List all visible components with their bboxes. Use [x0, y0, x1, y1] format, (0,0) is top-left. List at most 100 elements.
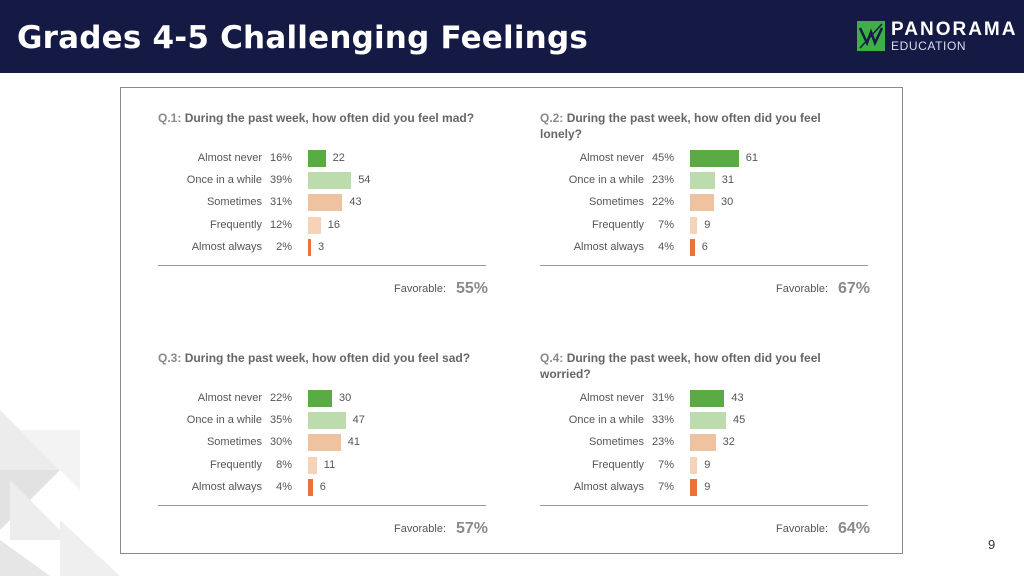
- count-label: 54: [358, 174, 371, 187]
- count-label: 6: [319, 480, 326, 493]
- bar: [690, 412, 726, 430]
- bar: [690, 434, 716, 452]
- category-label: Once in a while: [186, 414, 262, 427]
- bar-row: Almost never 16% 22: [158, 150, 488, 168]
- percent-label: 22%: [651, 196, 674, 209]
- bar-row: Frequently 12% 16: [158, 216, 488, 235]
- category-label: Almost always: [573, 240, 644, 253]
- bar: [308, 478, 313, 496]
- category-label: Almost always: [191, 240, 262, 253]
- favorable-label: Favorable:: [394, 283, 446, 295]
- bar-row: Almost always 7% 9: [540, 478, 870, 497]
- favorable-label: Favorable:: [776, 523, 828, 535]
- category-label: Almost never: [579, 392, 644, 404]
- count-label: 9: [704, 480, 711, 493]
- bar-row: Almost always 2% 3: [158, 238, 488, 257]
- percent-label: 7%: [658, 218, 674, 231]
- percent-label: 8%: [276, 458, 292, 471]
- question-title: Q.4: During the past week, how often did…: [540, 350, 860, 382]
- bar-row: Almost always 4% 6: [540, 238, 870, 257]
- count-label: 9: [704, 458, 711, 471]
- category-label: Almost never: [579, 152, 644, 164]
- bar: [308, 434, 341, 452]
- favorable-value: 67%: [837, 280, 870, 297]
- chart-q1: Q.1: During the past week, how often did…: [158, 110, 488, 310]
- category-label: Sometimes: [588, 436, 644, 449]
- favorable-value: 57%: [455, 520, 488, 537]
- question-number: Q.2:: [540, 111, 564, 125]
- bar-row: Almost always 4% 6: [158, 478, 488, 497]
- bar-row: Frequently 7% 9: [540, 456, 870, 475]
- bar: [690, 456, 698, 474]
- bar-row: Almost never 45% 61: [540, 150, 870, 168]
- percent-label: 7%: [658, 458, 674, 471]
- question-number: Q.4:: [540, 351, 564, 365]
- bar: [308, 172, 352, 190]
- bar: [308, 150, 326, 167]
- percent-label: 45%: [651, 152, 674, 164]
- question-title: Q.1: During the past week, how often did…: [158, 110, 478, 126]
- percent-label: 31%: [651, 392, 674, 404]
- category-label: Once in a while: [568, 174, 644, 187]
- bar-row: Frequently 7% 9: [540, 216, 870, 235]
- favorable-value: 55%: [455, 280, 488, 297]
- count-label: 30: [721, 196, 734, 209]
- question-title: Q.2: During the past week, how often did…: [540, 110, 860, 142]
- category-label: Once in a while: [568, 414, 644, 427]
- bar-row: Once in a while 35% 47: [158, 412, 488, 430]
- question-number: Q.1:: [158, 111, 182, 125]
- percent-label: 39%: [269, 174, 292, 187]
- divider: [158, 505, 486, 506]
- bar-row: Sometimes 22% 30: [540, 194, 870, 212]
- percent-label: 4%: [658, 240, 674, 253]
- charts-panel: Q.1: During the past week, how often did…: [120, 87, 903, 554]
- count-label: 3: [318, 240, 325, 253]
- percent-label: 23%: [651, 436, 674, 449]
- bar-row: Almost never 31% 43: [540, 390, 870, 408]
- count-label: 22: [332, 152, 345, 164]
- category-label: Once in a while: [186, 174, 262, 187]
- percent-label: 7%: [658, 480, 674, 493]
- bar-row: Sometimes 31% 43: [158, 194, 488, 212]
- percent-label: 33%: [651, 414, 674, 427]
- category-label: Almost always: [573, 480, 644, 493]
- category-label: Sometimes: [206, 436, 262, 449]
- category-label: Sometimes: [206, 196, 262, 209]
- bar: [690, 238, 695, 256]
- count-label: 9: [704, 218, 711, 231]
- panorama-logo-icon: [857, 21, 885, 51]
- bar-row: Frequently 8% 11: [158, 456, 488, 475]
- count-label: 61: [745, 152, 759, 164]
- bar-row: Once in a while 23% 31: [540, 172, 870, 190]
- count-label: 43: [731, 392, 744, 404]
- bar: [690, 478, 698, 496]
- category-label: Almost never: [197, 152, 262, 164]
- percent-label: 2%: [276, 240, 292, 253]
- decorative-triangles: [0, 410, 120, 576]
- count-label: 43: [349, 196, 362, 209]
- category-label: Frequently: [592, 458, 644, 471]
- count-label: 6: [701, 240, 708, 253]
- category-label: Almost always: [191, 480, 262, 493]
- count-label: 31: [721, 174, 735, 187]
- bar: [690, 172, 715, 190]
- page-number: 9: [988, 537, 996, 552]
- bar: [308, 390, 332, 407]
- count-label: 45: [733, 414, 746, 427]
- count-label: 11: [323, 458, 336, 471]
- favorable-label: Favorable:: [776, 283, 828, 295]
- bar: [308, 412, 346, 430]
- bar: [308, 194, 343, 212]
- percent-label: 31%: [269, 196, 292, 209]
- bar-row: Almost never 22% 30: [158, 390, 488, 408]
- question-text: During the past week, how often did you …: [184, 111, 475, 125]
- percent-label: 4%: [276, 480, 292, 493]
- percent-label: 30%: [269, 436, 292, 449]
- question-text: During the past week, how often did you …: [540, 111, 821, 141]
- category-label: Sometimes: [588, 196, 644, 209]
- category-label: Frequently: [210, 218, 262, 231]
- percent-label: 12%: [269, 218, 292, 231]
- category-label: Frequently: [592, 218, 644, 231]
- percent-label: 16%: [269, 152, 292, 164]
- bar-row: Once in a while 39% 54: [158, 172, 488, 190]
